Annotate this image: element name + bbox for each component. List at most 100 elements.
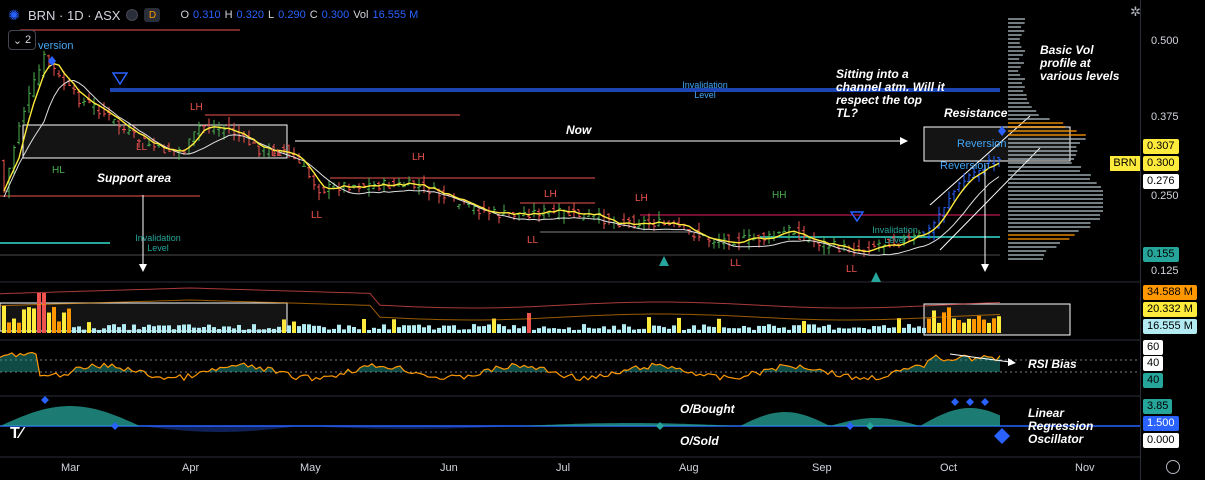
vp-bar xyxy=(1008,234,1075,236)
rsi-line xyxy=(0,351,1001,382)
x-axis-label: Mar xyxy=(61,462,80,474)
channel-bottom xyxy=(939,147,1041,251)
volume-bar xyxy=(502,326,506,333)
lro-fill xyxy=(0,406,1000,426)
volume-bar xyxy=(582,324,586,333)
volume-bar xyxy=(257,329,261,333)
data-badge: D xyxy=(144,8,161,22)
label-lh: LH xyxy=(635,193,648,204)
symbol-price-tag: BRN xyxy=(1110,156,1140,171)
vp-bar xyxy=(1008,22,1025,24)
label-ll: LL xyxy=(136,142,148,153)
volume-bar xyxy=(167,325,171,333)
volume-bar xyxy=(802,321,806,333)
volume-profile xyxy=(1008,18,1103,260)
volume-bar xyxy=(382,324,386,333)
rsi-arrow-head xyxy=(1008,358,1016,366)
gear-icon[interactable]: ✲ xyxy=(1130,4,1141,19)
vp-bar xyxy=(1008,54,1023,56)
volume-bar xyxy=(202,326,206,333)
volume-bar xyxy=(2,305,6,333)
chart-canvas[interactable] xyxy=(0,0,1140,458)
volume-bar xyxy=(607,329,611,333)
status-dot-icon xyxy=(126,9,139,21)
volume-bar xyxy=(597,328,601,333)
volume-bar xyxy=(497,324,501,333)
volume-bar xyxy=(647,317,651,333)
volume-bar xyxy=(912,327,916,333)
volume-bar xyxy=(752,329,756,333)
vp-bar xyxy=(1008,18,1025,20)
vp-bar xyxy=(1008,190,1103,192)
x-axis-label: May xyxy=(300,462,321,474)
vp-bar xyxy=(1008,102,1030,104)
volume-bar xyxy=(317,325,321,333)
volume-bar xyxy=(962,322,966,333)
volume-bar xyxy=(837,327,841,333)
label-ll: LL xyxy=(527,235,539,246)
annotation-lro: Linear Regression Oscillator xyxy=(1028,406,1094,446)
volume-bar xyxy=(187,324,191,333)
volume-bar xyxy=(742,325,746,333)
volume-bar xyxy=(867,329,871,333)
volume-bar xyxy=(162,325,166,333)
volume-bar xyxy=(592,328,596,333)
volume-bar xyxy=(882,325,886,333)
volume-bar xyxy=(437,327,441,333)
volume-bar xyxy=(147,324,151,333)
volume-bar xyxy=(107,325,111,333)
label-lh: LH xyxy=(190,102,203,113)
volume-bar xyxy=(922,327,926,333)
volume-bar xyxy=(432,329,436,333)
volume-bar xyxy=(792,325,796,333)
volume-bar xyxy=(652,325,656,333)
volume-bar xyxy=(852,327,856,333)
vp-bar xyxy=(1008,254,1045,256)
lro-markers xyxy=(41,396,1010,444)
vp-bar xyxy=(1008,110,1037,112)
price-label: 0.155 xyxy=(1143,247,1179,262)
tradingview-logo-icon: T⁄ xyxy=(10,425,23,442)
vp-bar xyxy=(1008,142,1080,144)
volume-bar xyxy=(297,326,301,333)
vp-bar xyxy=(1008,218,1101,220)
price-scale[interactable]: 0.500 0.375 0.250 0.125 0.307 0.300 0.27… xyxy=(1140,0,1205,480)
vp-bar xyxy=(1008,34,1022,36)
volume-bar xyxy=(732,328,736,333)
volume-bar xyxy=(267,328,271,333)
price-tick: 0.125 xyxy=(1151,265,1179,277)
annotation-support-area: Support area xyxy=(97,171,172,185)
volume-bar xyxy=(367,329,371,333)
volume-bar xyxy=(272,328,276,333)
volume-bar xyxy=(627,326,631,333)
volume-bar xyxy=(987,322,991,333)
vp-bar xyxy=(1008,166,1082,168)
vp-bar xyxy=(1008,242,1060,244)
high-value: 0.320 xyxy=(236,9,265,21)
indicators-toggle[interactable]: ⌄ 2 xyxy=(8,30,36,50)
volume-bar xyxy=(247,329,251,333)
up-triangle-marker xyxy=(871,272,881,282)
volume-bar xyxy=(562,329,566,333)
volume-bar xyxy=(672,325,676,333)
vp-bar xyxy=(1008,86,1025,88)
indicator-count: 2 xyxy=(25,34,32,46)
vp-bar xyxy=(1008,182,1097,184)
volume-bar xyxy=(442,325,446,333)
volume-bar xyxy=(877,326,881,333)
lro-diamond-marker xyxy=(846,422,854,430)
volume-bar xyxy=(192,327,196,333)
vp-bar xyxy=(1008,194,1103,196)
annotation-hl: HL xyxy=(52,165,65,176)
rsi-fill xyxy=(0,352,1000,372)
volume-bar xyxy=(262,329,266,333)
volume-bar xyxy=(937,322,941,333)
volume-bar xyxy=(37,293,41,333)
settings-icon[interactable] xyxy=(1166,460,1180,474)
volume-bar xyxy=(557,328,561,333)
annotation-invalidation: Invalidation Level xyxy=(872,225,918,245)
symbol-title[interactable]: BRN · 1D · ASX xyxy=(28,7,121,23)
volume-bar xyxy=(182,324,186,333)
vp-bar xyxy=(1008,246,1057,248)
volume-bar xyxy=(177,325,181,333)
